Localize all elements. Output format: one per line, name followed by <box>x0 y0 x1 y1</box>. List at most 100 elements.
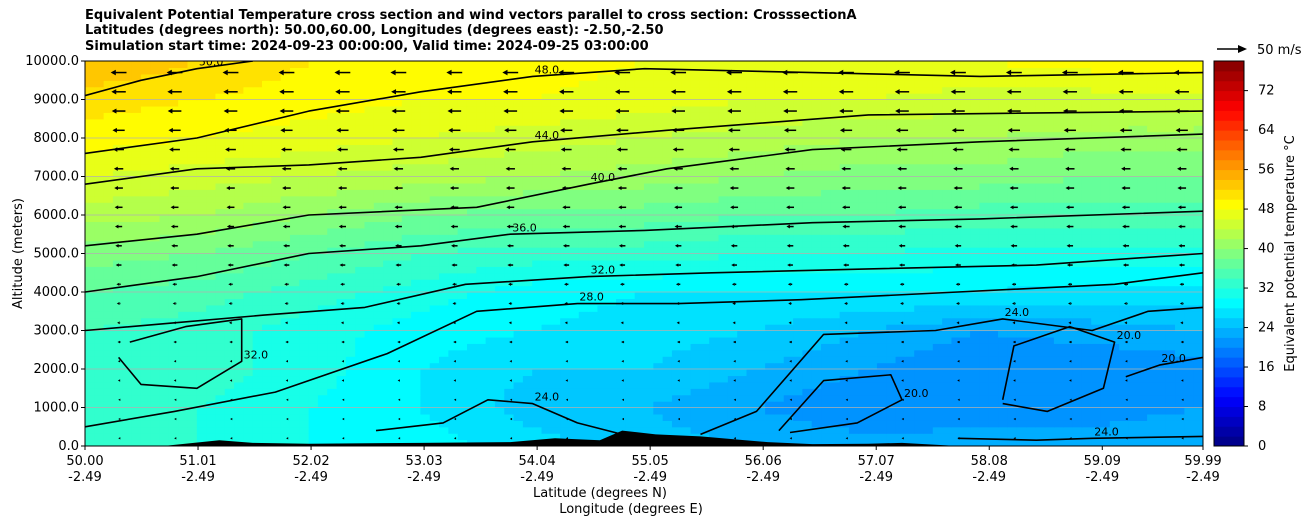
field-cell <box>588 420 599 428</box>
field-cell <box>448 253 459 261</box>
field-cell <box>234 433 244 441</box>
field-cell <box>485 343 496 351</box>
field-cell <box>1025 324 1036 332</box>
field-cell <box>466 407 477 415</box>
field-cell <box>85 176 95 184</box>
field-cell <box>103 381 114 389</box>
field-cell <box>317 266 328 274</box>
field-cell <box>867 240 878 248</box>
field-cell <box>970 317 980 325</box>
field-cell <box>709 407 720 415</box>
field-cell <box>168 356 179 364</box>
field-cell <box>485 208 496 216</box>
field-cell <box>215 356 226 364</box>
field-cell <box>886 247 897 255</box>
field-cell <box>1109 215 1120 223</box>
field-cell <box>112 221 123 229</box>
field-cell <box>299 189 310 197</box>
field-cell <box>1053 362 1064 370</box>
field-cell <box>942 221 953 229</box>
field-cell <box>1081 272 1092 280</box>
field-cell <box>466 221 477 229</box>
field-cell <box>1091 330 1102 338</box>
field-cell <box>140 407 151 415</box>
field-cell <box>522 285 533 293</box>
field-cell <box>373 195 384 203</box>
field-cell <box>532 202 543 210</box>
field-cell <box>904 259 915 267</box>
field-cell <box>1053 195 1064 203</box>
field-cell <box>122 426 133 434</box>
field-cell <box>960 381 971 389</box>
field-cell <box>187 247 198 255</box>
field-cell <box>616 381 626 389</box>
field-cell <box>662 369 673 377</box>
field-cell <box>466 195 477 203</box>
field-cell <box>979 420 990 428</box>
field-cell <box>793 304 803 312</box>
field-cell <box>1072 240 1083 248</box>
field-cell <box>522 413 533 421</box>
field-cell <box>1156 304 1167 312</box>
field-cell <box>681 413 692 421</box>
field-cell <box>308 202 319 210</box>
field-cell <box>122 375 133 383</box>
field-cell <box>932 394 943 402</box>
field-cell <box>243 381 254 389</box>
field-cell <box>1025 349 1036 357</box>
field-cell <box>1035 349 1046 357</box>
field-cell <box>140 324 151 332</box>
field-cell <box>308 420 319 428</box>
field-cell <box>755 195 766 203</box>
field-cell <box>1193 381 1203 389</box>
field-cell <box>1128 266 1139 274</box>
field-cell <box>252 247 263 255</box>
field-cell <box>271 227 282 235</box>
field-cell <box>168 420 179 428</box>
field-cell <box>485 247 496 255</box>
field-cell <box>532 343 543 351</box>
field-cell <box>140 426 151 434</box>
field-cell <box>504 369 515 377</box>
field-cell <box>569 189 580 197</box>
field-cell <box>1035 311 1046 319</box>
field-cell <box>262 202 272 210</box>
field-cell <box>904 234 915 242</box>
field-cell <box>1184 279 1195 287</box>
field-cell <box>262 247 272 255</box>
field-cell <box>597 234 608 242</box>
field-cell <box>187 324 198 332</box>
field-cell <box>932 439 943 446</box>
field-cell <box>709 285 720 293</box>
field-cell <box>718 253 729 261</box>
field-cell <box>1175 311 1185 319</box>
field-cell <box>616 343 626 351</box>
field-cell <box>616 208 626 216</box>
field-cell <box>979 272 990 280</box>
field-cell <box>159 413 170 421</box>
field-cell <box>317 343 328 351</box>
field-cell <box>644 304 654 312</box>
field-cell <box>1063 336 1074 344</box>
field-cell <box>550 426 561 434</box>
field-cell <box>355 195 366 203</box>
field-cell <box>494 240 505 248</box>
field-cell <box>1016 215 1027 223</box>
field-cell <box>998 420 1008 428</box>
field-cell <box>932 324 943 332</box>
field-cell <box>85 433 95 441</box>
field-cell <box>150 227 161 235</box>
field-cell <box>522 279 533 287</box>
field-cell <box>560 304 571 312</box>
field-cell <box>159 285 170 293</box>
field-cell <box>718 292 729 300</box>
field-cell <box>821 182 831 190</box>
field-cell <box>345 401 356 409</box>
field-cell <box>671 420 682 428</box>
field-cell <box>867 356 878 364</box>
field-cell <box>1100 272 1111 280</box>
field-cell <box>1147 285 1158 293</box>
field-cell <box>308 234 319 242</box>
field-cell <box>476 369 487 377</box>
field-cell <box>681 426 692 434</box>
